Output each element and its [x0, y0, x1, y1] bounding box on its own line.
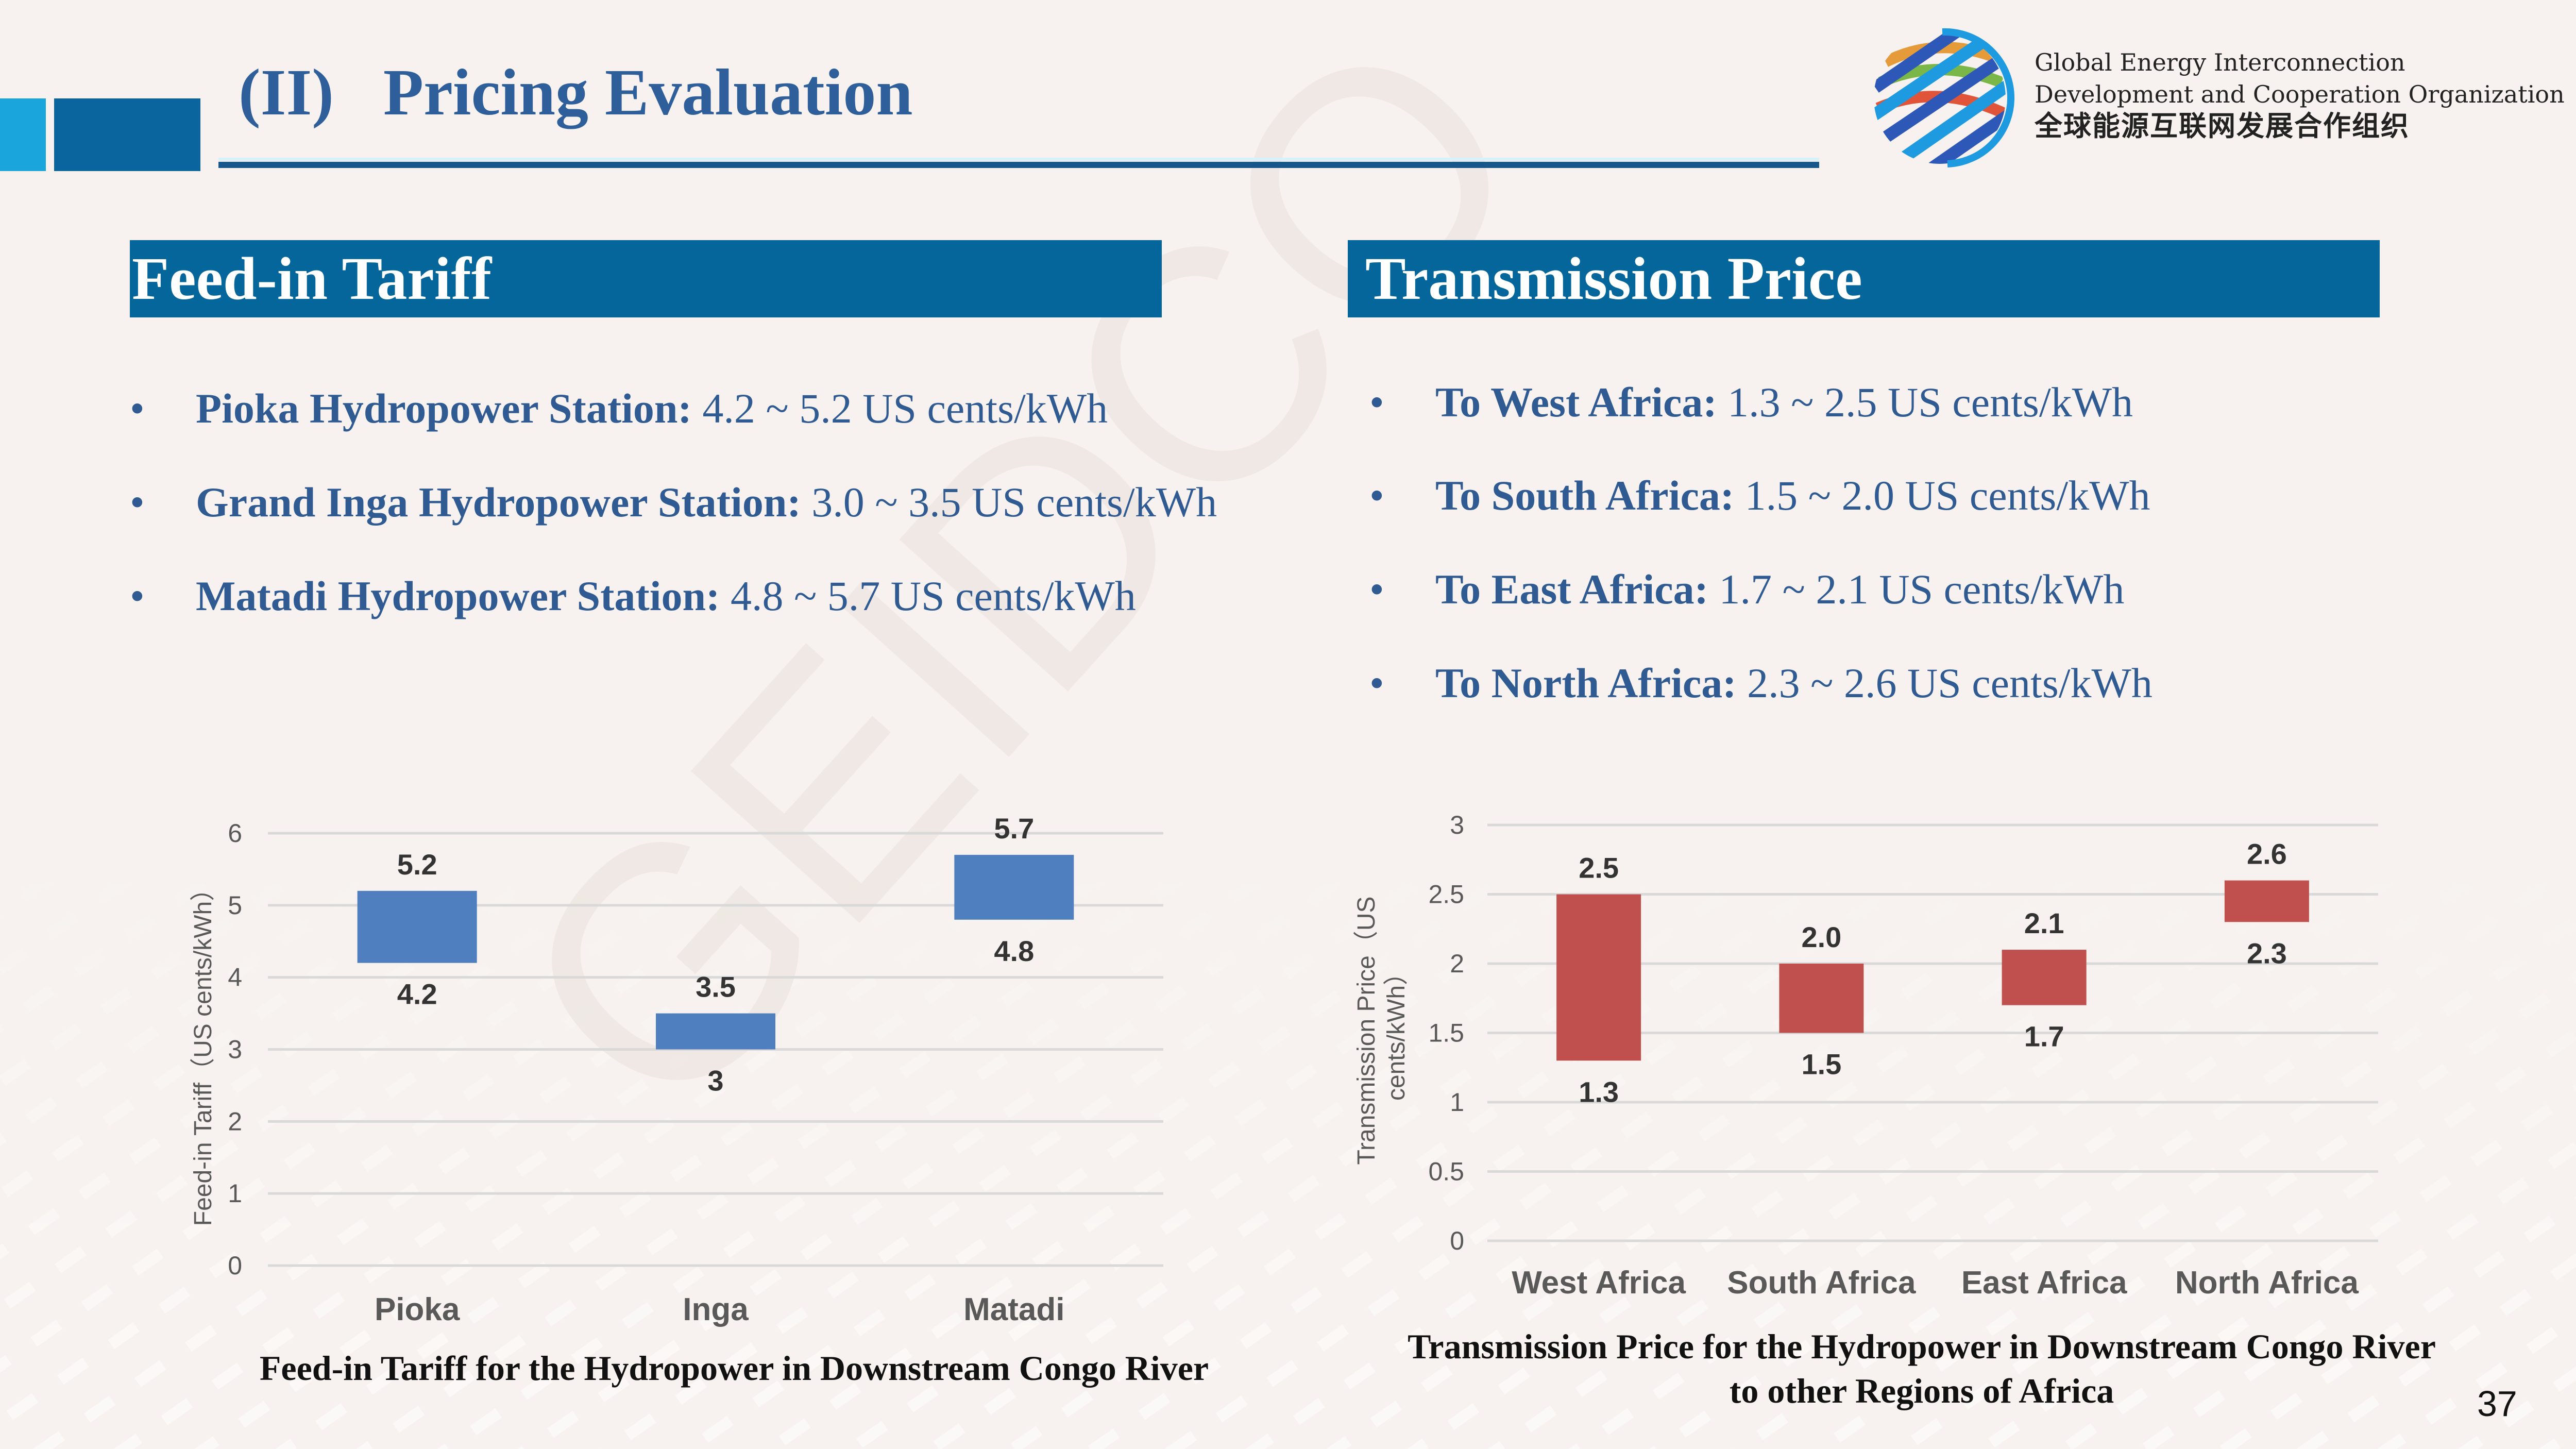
header-accent-light-block: [0, 98, 46, 171]
y-tick-label: 2: [228, 1107, 242, 1136]
y-axis-label: Transmission Price（US: [1353, 897, 1380, 1165]
bullet-label: To North Africa:: [1435, 660, 1737, 706]
high-value-label: 5.7: [994, 812, 1034, 845]
bullet-value: 3.0 ~ 3.5 US cents/kWh: [801, 479, 1217, 526]
low-value-label: 1.3: [1579, 1075, 1619, 1108]
caption-line: Transmission Price for the Hydropower in…: [1408, 1327, 2436, 1366]
bullet-value: 4.8 ~ 5.7 US cents/kWh: [720, 572, 1136, 619]
page-title: (II) Pricing Evaluation: [239, 56, 913, 129]
title-underline-highlight: [218, 158, 1819, 161]
high-value-label: 2.0: [1801, 921, 1841, 953]
range-bar: [954, 854, 1074, 920]
bullet-dot-icon: •: [1369, 472, 1384, 519]
feed-in-chart-caption: Feed-in Tariff for the Hydropower in Dow…: [259, 1349, 1209, 1388]
header-accent-dark-block: [54, 98, 200, 171]
bullet-dot-icon: •: [1369, 566, 1384, 613]
y-tick-label: 0: [1450, 1226, 1464, 1255]
category-label: South Africa: [1727, 1265, 1916, 1301]
bullet-value: 1.3 ~ 2.5 US cents/kWh: [1717, 379, 2133, 426]
range-bar: [1556, 894, 1641, 1061]
low-value-label: 1.7: [2024, 1020, 2064, 1053]
y-tick-label: 6: [228, 819, 242, 848]
caption-line: to other Regions of Africa: [1729, 1371, 2114, 1410]
low-value-label: 4.2: [397, 978, 437, 1010]
transmission-price-heading: Transmission Price: [1348, 240, 2380, 317]
low-value-label: 1.5: [1801, 1048, 1841, 1081]
org-name-line2: Development and Cooperation Organization: [2035, 80, 2565, 108]
high-value-label: 2.1: [2024, 907, 2064, 939]
category-label: North Africa: [2175, 1265, 2359, 1301]
title-underline: [218, 162, 1819, 168]
low-value-label: 3: [707, 1065, 723, 1097]
y-tick-label: 3: [228, 1035, 242, 1064]
high-value-label: 3.5: [696, 971, 736, 1003]
bullet-label: Matadi Hydropower Station:: [196, 572, 720, 619]
y-axis-label: cents/kWh）: [1383, 961, 1410, 1101]
bullet-label: To East Africa:: [1435, 566, 1708, 613]
bullet-value: 2.3 ~ 2.6 US cents/kWh: [1736, 660, 2153, 706]
low-value-label: 4.8: [994, 935, 1034, 967]
feed-in-tariff-heading: Feed-in Tariff: [130, 240, 1162, 317]
bullet-dot-icon: •: [130, 385, 145, 432]
category-label: East Africa: [1961, 1265, 2127, 1301]
org-name-cn: 全球能源互联网发展合作组织: [2035, 110, 2410, 142]
range-bar: [1779, 964, 1864, 1033]
high-value-label: 2.6: [2247, 838, 2287, 870]
y-tick-label: 1: [228, 1179, 242, 1208]
bullet-dot-icon: •: [130, 479, 145, 526]
range-bar: [2002, 950, 2087, 1005]
bullet-value: 1.7 ~ 2.1 US cents/kWh: [1708, 566, 2125, 613]
striped-globe-icon: [1874, 28, 2014, 167]
y-tick-label: 2.5: [1428, 880, 1464, 909]
bullet-dot-icon: •: [1369, 379, 1384, 426]
high-value-label: 5.2: [397, 848, 437, 881]
range-bar: [357, 890, 477, 963]
range-bar: [2224, 880, 2309, 922]
bullet-dot-icon: •: [130, 572, 145, 619]
high-value-label: 2.5: [1579, 852, 1619, 884]
y-axis-label: Feed-in Tariff（US cents/kWh）: [190, 877, 217, 1226]
bullet-label: Grand Inga Hydropower Station:: [196, 479, 801, 526]
bullet-dot-icon: •: [1369, 660, 1384, 706]
category-label: Pioka: [375, 1292, 460, 1327]
y-tick-label: 5: [228, 891, 242, 920]
org-name: Global Energy Interconnection Developmen…: [2035, 46, 2565, 142]
y-tick-label: 1: [1450, 1088, 1464, 1117]
bullet-label: Pioka Hydropower Station:: [196, 385, 692, 432]
category-label: Inga: [683, 1292, 749, 1327]
y-tick-label: 0: [228, 1251, 242, 1280]
bullet-label: To South Africa:: [1435, 472, 1735, 519]
bullet-value: 1.5 ~ 2.0 US cents/kWh: [1734, 472, 2150, 519]
bullet-value: 4.2 ~ 5.2 US cents/kWh: [691, 385, 1108, 432]
y-tick-label: 0.5: [1428, 1157, 1464, 1186]
bullet-label: To West Africa:: [1435, 379, 1717, 426]
org-name-line1: Global Energy Interconnection: [2035, 48, 2405, 76]
low-value-label: 2.3: [2247, 937, 2287, 969]
transmission-chart-caption: Transmission Price for the Hydropower in…: [1319, 1324, 2524, 1413]
range-bar: [656, 1013, 775, 1050]
y-tick-label: 1.5: [1428, 1019, 1464, 1048]
category-label: Matadi: [963, 1292, 1064, 1327]
y-tick-label: 2: [1450, 949, 1464, 978]
y-tick-label: 4: [228, 963, 242, 992]
page-number: 37: [2477, 1384, 2517, 1424]
category-label: West Africa: [1512, 1265, 1686, 1301]
y-tick-label: 3: [1450, 811, 1464, 839]
